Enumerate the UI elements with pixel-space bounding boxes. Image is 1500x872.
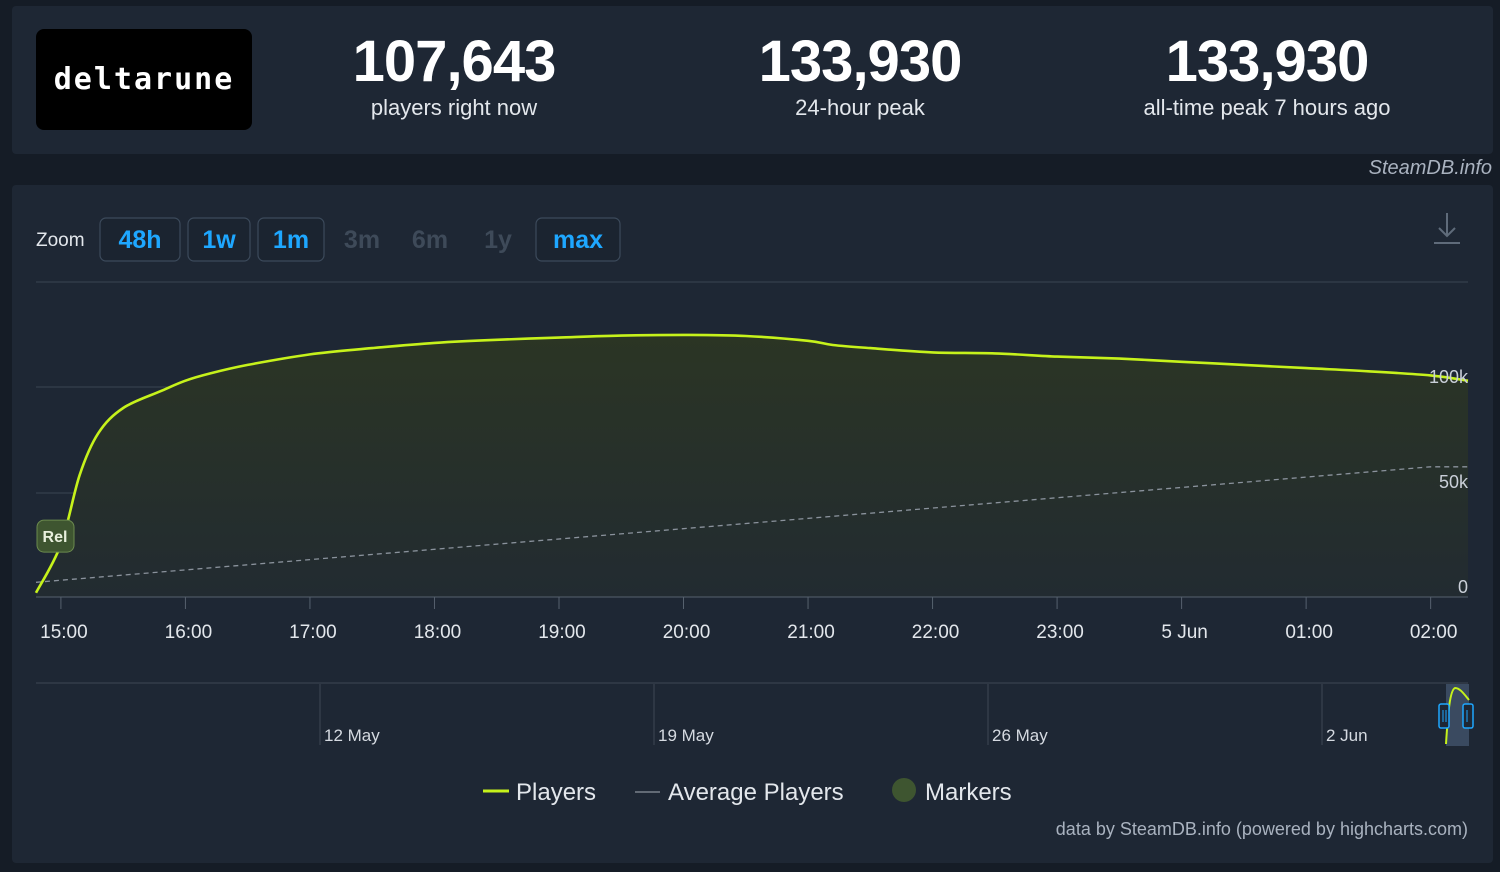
x-tick-label: 21:00 [787, 622, 835, 643]
x-tick-label: 15:00 [40, 622, 88, 643]
x-tick-label: 16:00 [165, 622, 213, 643]
zoom-button-1y: 1y [484, 226, 512, 254]
zoom-button-3m: 3m [344, 226, 380, 254]
zoom-label: Zoom [36, 230, 85, 251]
legend-players-label: Players [516, 779, 596, 806]
legend-markers-label: Markers [925, 779, 1012, 806]
stat-current-players: 107,643 players right now [342, 28, 566, 122]
players-area [36, 334, 1468, 597]
download-icon[interactable] [1434, 213, 1460, 244]
stat-all-time-peak: 133,930 all-time peak 7 hours ago [1122, 28, 1412, 122]
navigator-handle-left[interactable] [1438, 703, 1450, 729]
y-tick-label: 0 [1458, 577, 1468, 597]
zoom-button-label: 48h [118, 226, 161, 254]
logo-text: deltarune [53, 62, 235, 97]
x-tick-label: 18:00 [414, 622, 462, 643]
zoom-button-label: 1m [273, 226, 309, 254]
stat-24h-peak: 133,930 24-hour peak [732, 28, 988, 122]
x-axis: 15:00 16:00 17:00 18:00 19:00 20:00 21:00 22:00… [40, 597, 1457, 643]
navigator[interactable]: 12 May 19 May 26 May 2 Jun [36, 682, 1474, 746]
steamdb-credit[interactable]: SteamDB.info [1368, 157, 1492, 179]
x-tick-label: 5 Jun [1161, 622, 1207, 643]
zoom-button-label: 3m [344, 226, 380, 254]
navigator-selection[interactable] [1446, 684, 1469, 746]
x-tick-label: 19:00 [538, 622, 586, 643]
zoom-button-max[interactable]: max [535, 217, 621, 262]
y-tick-label: 50k [1439, 472, 1469, 492]
legend-item-markers[interactable]: Markers [892, 778, 1012, 806]
x-tick-label: 17:00 [289, 622, 337, 643]
legend-item-average-players[interactable]: Average Players [635, 779, 844, 806]
x-tick-label: 22:00 [912, 622, 960, 643]
legend-item-players[interactable]: Players [483, 779, 596, 806]
highcharts-credit[interactable]: data by SteamDB.info (powered by highcha… [1056, 819, 1468, 839]
zoom-button-1m[interactable]: 1m [257, 217, 325, 262]
navigator-date-label: 19 May [658, 726, 714, 745]
current-players-label: players right now [370, 95, 538, 120]
navigator-handle-right[interactable] [1462, 703, 1474, 729]
zoom-button-label: 1y [484, 226, 512, 254]
y-tick-label: 100k [1429, 367, 1469, 387]
legend-average-players-label: Average Players [668, 779, 844, 806]
legend: Players Average Players Markers [483, 778, 1012, 806]
navigator-date-label: 12 May [324, 726, 380, 745]
marker-release[interactable]: Rel [36, 519, 75, 553]
all-time-peak-label: all-time peak 7 hours ago [1143, 95, 1391, 120]
zoom-button-label: max [553, 226, 603, 254]
x-tick-label: 20:00 [663, 622, 711, 643]
24h-peak-value: 133,930 [758, 29, 963, 94]
average-players-line [35, 466, 1468, 583]
players-line [34, 333, 1469, 594]
markers: Rel [36, 519, 75, 553]
game-logo[interactable]: deltarune [36, 29, 252, 130]
all-time-peak-value: 133,930 [1165, 29, 1370, 94]
zoom-button-1w[interactable]: 1w [187, 217, 251, 262]
zoom-button-label: 1w [202, 226, 236, 254]
navigator-date-label: 2 Jun [1326, 726, 1368, 745]
zoom-button-48h[interactable]: 48h [99, 217, 181, 262]
x-tick-label: 02:00 [1410, 622, 1458, 643]
24h-peak-label: 24-hour peak [795, 95, 925, 120]
y-axis: 0 50k 100k [1429, 367, 1469, 597]
zoom-button-label: 6m [412, 226, 448, 254]
navigator-date-label: 26 May [992, 726, 1048, 745]
zoom-buttons: 48h 1w 1m 3m 6m 1y max [99, 217, 621, 262]
current-players-value: 107,643 [352, 29, 557, 94]
zoom-button-6m: 6m [412, 226, 448, 254]
navigator-labels: 12 May 19 May 26 May 2 Jun [319, 684, 1368, 745]
x-tick-label: 23:00 [1036, 622, 1084, 643]
marker-label: Rel [43, 529, 68, 546]
x-tick-label: 01:00 [1285, 622, 1333, 643]
stats-panel: deltarune 107,643 players right now 133,… [12, 6, 1493, 154]
